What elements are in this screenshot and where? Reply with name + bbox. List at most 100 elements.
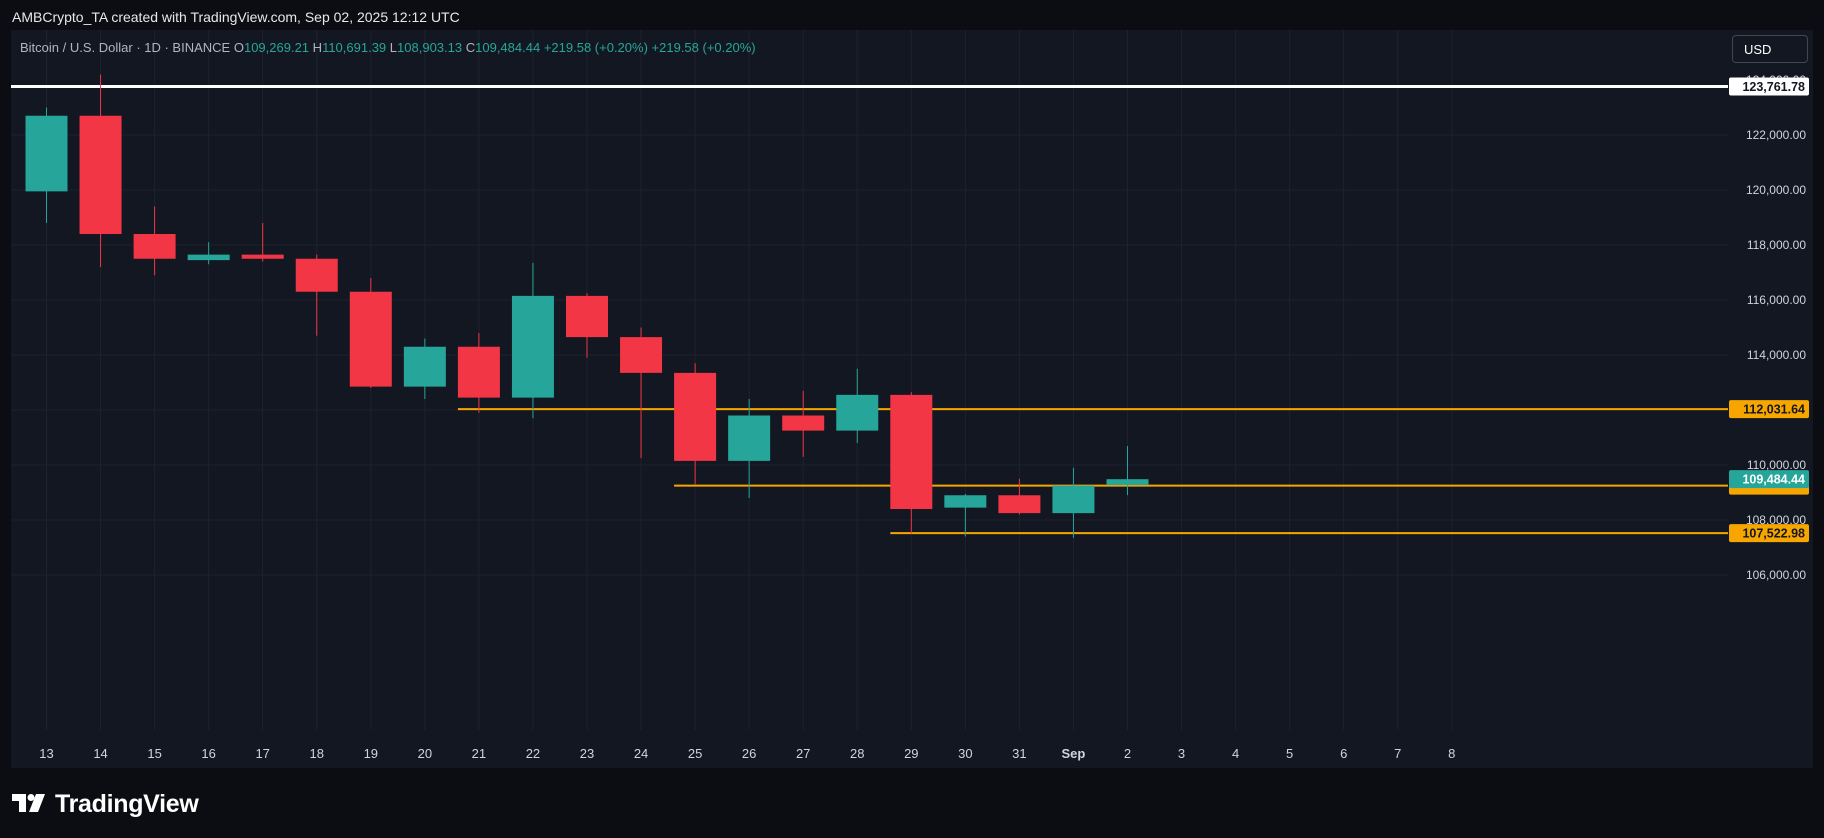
time-tick-label: 19 bbox=[364, 746, 378, 761]
candle-body bbox=[890, 394, 933, 509]
time-tick-label: 5 bbox=[1286, 746, 1293, 761]
time-tick-label: Sep bbox=[1062, 746, 1086, 761]
price-tags: 123,761.78 112,031.64 107,522.98 109,484.44 bbox=[1729, 77, 1809, 543]
candle-body bbox=[25, 115, 68, 192]
candle-body bbox=[782, 415, 825, 431]
candle-body bbox=[349, 291, 392, 387]
candle-31 bbox=[998, 478, 1041, 515]
time-tick-label: 30 bbox=[958, 746, 972, 761]
candle-24 bbox=[620, 327, 663, 459]
candle-body bbox=[511, 295, 554, 398]
price-tick-label: 120,000.00 bbox=[1746, 183, 1806, 197]
candle-Sep bbox=[1052, 467, 1095, 538]
time-tick-label: 2 bbox=[1124, 746, 1131, 761]
level-price-tag-lower-text: 107,522.98 bbox=[1742, 527, 1805, 541]
brand-name[interactable]: TradingView bbox=[55, 790, 199, 818]
time-tick-label: 22 bbox=[526, 746, 540, 761]
candle-19 bbox=[349, 278, 392, 388]
candle-2 bbox=[1106, 445, 1149, 496]
candle-body bbox=[1052, 485, 1095, 514]
time-axis: 13 14 15 16 17 18 19 20 21 22 23 24 25 26 27 28 29 30 31 Se… bbox=[39, 746, 1455, 761]
price-tick-label: 118,000.00 bbox=[1747, 238, 1806, 252]
candle-22 bbox=[511, 262, 554, 419]
time-tick-label: 25 bbox=[688, 746, 702, 761]
candle-14 bbox=[79, 74, 122, 267]
candle-17 bbox=[241, 223, 284, 262]
price-tick-label: 116,000.00 bbox=[1747, 293, 1806, 307]
candle-body bbox=[295, 258, 338, 292]
price-tick-label: 110,000.00 bbox=[1747, 458, 1806, 472]
candle-20 bbox=[403, 338, 446, 399]
chart-caption: AMBCrypto_TA created with TradingView.co… bbox=[12, 9, 460, 25]
time-tick-label: 16 bbox=[201, 746, 215, 761]
close-label: C bbox=[465, 40, 476, 55]
symbol-legend[interactable]: Bitcoin / U.S. Dollar · 1D · BINANCE O 10… bbox=[20, 40, 756, 55]
currency-button[interactable]: USD bbox=[1732, 35, 1808, 63]
level-price-tag-upper: 112,031.64 bbox=[1729, 400, 1809, 419]
time-tick-label: 26 bbox=[742, 746, 756, 761]
time-tick-label: 27 bbox=[796, 746, 810, 761]
candle-body bbox=[1106, 479, 1149, 486]
footer bbox=[0, 770, 1824, 838]
horizontal-levels bbox=[11, 85, 1728, 535]
level-price-tag-lower: 107,522.98 bbox=[1729, 524, 1809, 543]
price-axis-background bbox=[1728, 30, 1813, 768]
candle-15 bbox=[133, 206, 176, 276]
symbol-name: Bitcoin / U.S. Dollar · 1D · BINANCE bbox=[20, 40, 231, 55]
candle-30 bbox=[944, 493, 987, 537]
tradingview-logo-icon[interactable] bbox=[12, 794, 48, 812]
candle-body bbox=[79, 115, 122, 234]
top-bar: AMBCrypto_TA created with TradingView.co… bbox=[0, 0, 1824, 30]
high-value: 110,691.39 bbox=[322, 40, 387, 55]
candle-body bbox=[457, 346, 500, 398]
candle-body bbox=[187, 254, 230, 261]
time-tick-label: 20 bbox=[418, 746, 432, 761]
candle-body bbox=[728, 415, 771, 461]
candles bbox=[25, 74, 1149, 538]
price-tick-label: 122,000.00 bbox=[1746, 128, 1806, 142]
level-price-tag-upper-text: 112,031.64 bbox=[1743, 403, 1805, 417]
time-tick-label: 8 bbox=[1448, 746, 1455, 761]
time-tick-label: 14 bbox=[93, 746, 107, 761]
time-tick-label: 28 bbox=[850, 746, 864, 761]
time-tick-label: 18 bbox=[310, 746, 324, 761]
candlestick-chart[interactable]: 106,000.00108,000.00110,000.00112,000.00… bbox=[11, 30, 1813, 768]
low-value: 108,903.13 bbox=[397, 40, 463, 55]
candle-body bbox=[620, 337, 663, 373]
price-tick-label: 108,000.00 bbox=[1746, 513, 1806, 527]
close-value: 109,484.44 bbox=[475, 40, 541, 55]
candle-25 bbox=[674, 363, 717, 485]
candle-18 bbox=[295, 254, 338, 336]
level-price-tag-lower-bg bbox=[1729, 524, 1809, 543]
candle-28 bbox=[836, 368, 879, 443]
candle-27 bbox=[782, 390, 825, 457]
candle-body bbox=[998, 495, 1041, 514]
candle-16 bbox=[187, 242, 230, 265]
time-tick-label: 23 bbox=[580, 746, 594, 761]
level-price-tag-upper-bg bbox=[1729, 400, 1809, 419]
time-tick-label: 29 bbox=[904, 746, 918, 761]
candle-body bbox=[403, 346, 446, 387]
open-label: O bbox=[233, 40, 244, 55]
time-tick-label: 6 bbox=[1340, 746, 1347, 761]
high-label: H bbox=[312, 40, 323, 55]
time-tick-label: 4 bbox=[1232, 746, 1239, 761]
candle-body bbox=[836, 394, 879, 431]
change-value: +219.58 (+0.20%) bbox=[543, 40, 648, 55]
candle-body bbox=[944, 495, 987, 508]
time-tick-label: 7 bbox=[1394, 746, 1401, 761]
time-tick-label: 24 bbox=[634, 746, 648, 761]
candle-26 bbox=[728, 399, 771, 498]
price-tick-label: 106,000.00 bbox=[1746, 568, 1806, 582]
candle-body bbox=[241, 254, 284, 259]
last-price-tag: 109,484.44 bbox=[1729, 470, 1809, 489]
last-price-tag-bg bbox=[1729, 470, 1809, 489]
last-price-tag-text: 109,484.44 bbox=[1742, 473, 1805, 487]
low-label: L bbox=[389, 40, 398, 55]
time-tick-label: 3 bbox=[1178, 746, 1185, 761]
candle-21 bbox=[457, 333, 500, 413]
resistance-price-tag-bg bbox=[1729, 77, 1809, 96]
candle-body bbox=[566, 295, 608, 338]
candle-13 bbox=[25, 107, 68, 223]
time-tick-label: 21 bbox=[472, 746, 486, 761]
